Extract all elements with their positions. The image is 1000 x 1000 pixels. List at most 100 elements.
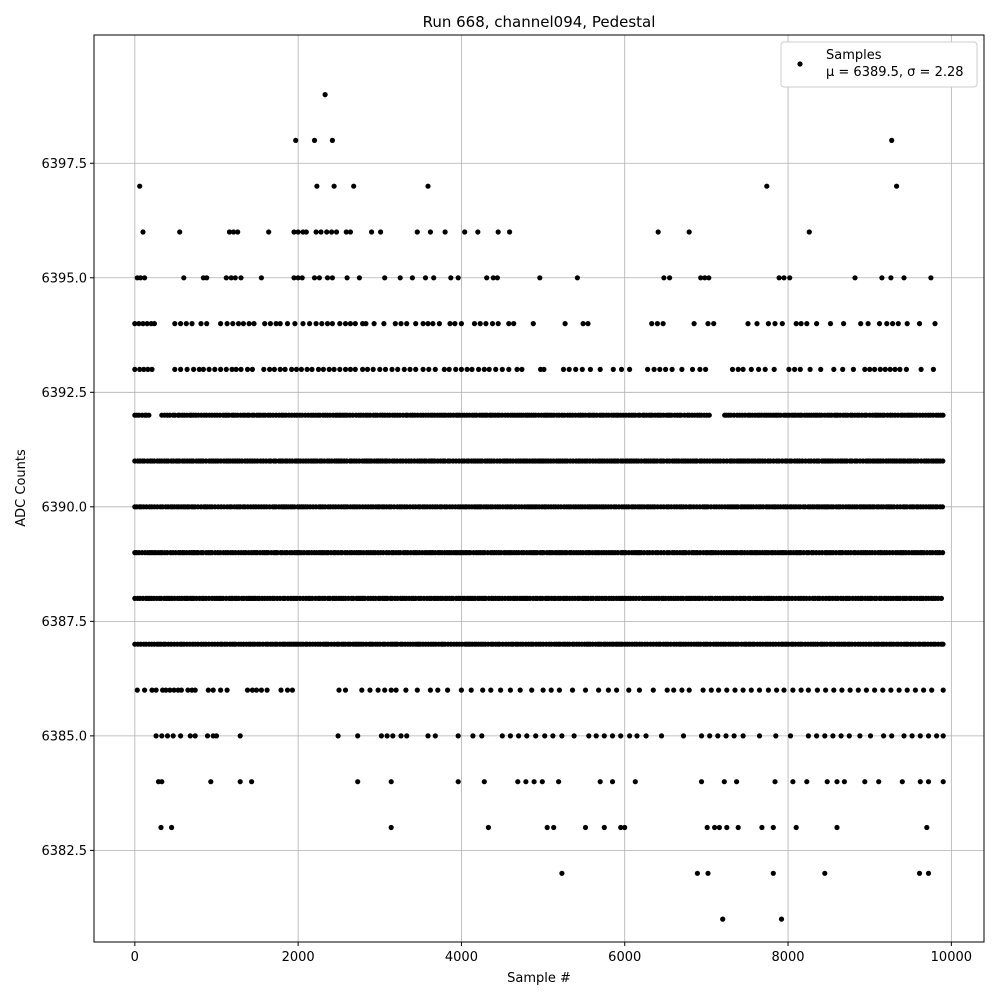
data-point — [716, 824, 723, 831]
data-point — [249, 779, 255, 785]
data-point — [551, 824, 557, 831]
data-point — [198, 321, 204, 327]
data-point — [315, 366, 322, 372]
data-point — [149, 366, 155, 372]
y-tick-label: 6385.0 — [42, 729, 88, 744]
data-point — [846, 733, 852, 739]
data-point — [876, 321, 883, 327]
data-point — [560, 366, 567, 372]
data-point — [814, 733, 820, 739]
data-point — [787, 733, 794, 739]
data-point — [289, 366, 295, 372]
data-point — [212, 366, 218, 372]
data-point — [289, 687, 295, 693]
data-point — [805, 733, 812, 739]
data-point — [932, 321, 938, 327]
data-point — [395, 366, 401, 372]
data-point — [827, 321, 834, 327]
data-point — [715, 733, 721, 739]
data-point — [169, 824, 175, 831]
data-point — [192, 733, 198, 739]
data-point — [921, 687, 927, 693]
data-point — [627, 366, 633, 372]
data-point — [489, 321, 496, 327]
data-point — [664, 687, 670, 693]
data-point — [352, 366, 358, 372]
data-point — [840, 366, 846, 372]
data-point — [178, 733, 184, 739]
data-point — [347, 366, 353, 372]
data-point — [430, 321, 436, 327]
data-point — [940, 779, 946, 785]
data-point — [261, 366, 267, 372]
data-point — [797, 366, 803, 372]
data-point — [178, 687, 184, 693]
data-point — [787, 275, 793, 281]
data-point — [618, 733, 624, 739]
data-point — [192, 687, 198, 693]
data-point — [511, 321, 517, 327]
data-point — [940, 458, 946, 464]
data-point — [495, 321, 501, 327]
data-point — [413, 366, 419, 372]
data-point — [586, 733, 592, 739]
data-point — [940, 687, 946, 693]
data-point — [881, 733, 887, 739]
data-point — [596, 687, 602, 693]
data-point — [134, 687, 140, 693]
data-point — [781, 275, 787, 281]
data-point — [762, 366, 768, 372]
data-point — [369, 229, 375, 235]
data-point — [938, 595, 945, 602]
data-point — [469, 366, 475, 372]
data-point — [249, 366, 255, 372]
data-point — [432, 366, 438, 372]
data-point — [889, 137, 895, 143]
data-point — [904, 687, 910, 693]
data-point — [694, 870, 701, 876]
data-point — [240, 321, 246, 327]
data-point — [370, 366, 376, 372]
legend-marker — [797, 61, 803, 67]
data-point — [178, 321, 184, 327]
data-point — [940, 641, 946, 647]
data-point — [605, 687, 612, 693]
data-point — [185, 687, 191, 693]
data-point — [204, 275, 210, 281]
data-point — [877, 366, 883, 372]
data-point — [601, 824, 607, 831]
data-point — [702, 275, 708, 281]
data-point — [432, 733, 438, 739]
data-point — [335, 733, 341, 739]
data-point — [700, 687, 706, 693]
data-point — [559, 870, 565, 876]
data-point — [404, 321, 410, 327]
data-point — [559, 733, 565, 739]
data-point — [899, 779, 905, 785]
data-point — [342, 687, 349, 693]
data-point — [654, 321, 661, 327]
data-point — [857, 733, 863, 739]
data-point — [627, 733, 633, 739]
data-point — [409, 275, 415, 281]
data-point — [342, 366, 349, 372]
data-point — [231, 229, 237, 235]
data-point — [765, 321, 772, 327]
data-point — [224, 321, 230, 327]
data-point — [264, 687, 270, 693]
data-point — [458, 687, 464, 693]
data-point — [208, 779, 214, 785]
data-point — [159, 733, 165, 739]
data-point — [896, 687, 902, 693]
data-point — [320, 366, 326, 372]
data-point — [187, 733, 193, 739]
data-point — [544, 824, 550, 831]
data-point — [517, 687, 523, 693]
data-point — [928, 275, 934, 281]
data-point — [258, 687, 264, 693]
data-point — [824, 779, 830, 785]
data-point — [486, 366, 492, 372]
data-point — [210, 687, 216, 693]
data-point — [132, 321, 138, 327]
